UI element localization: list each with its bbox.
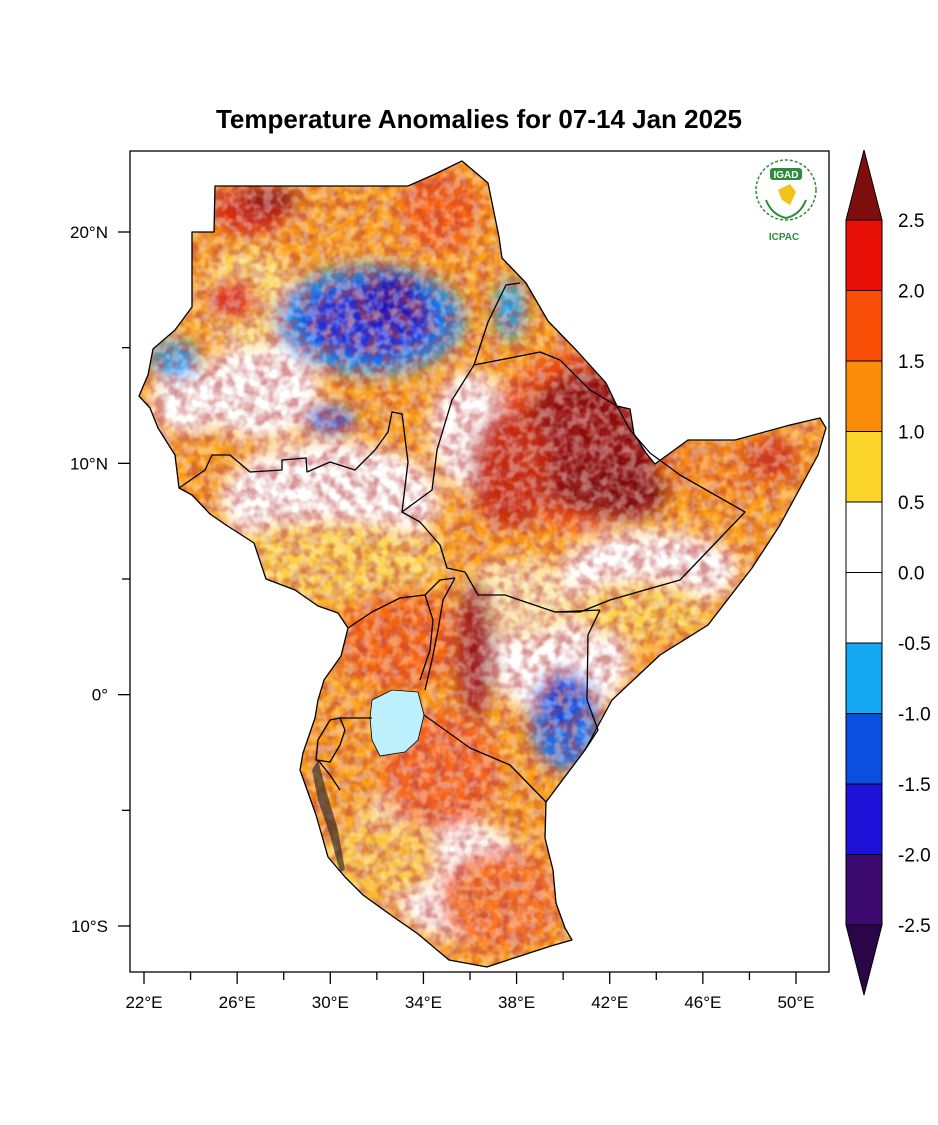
- axis-labels: 22°E 26°E 30°E 34°E 38°E 42°E 46°E 50°E 20°N 10°N…: [70, 223, 815, 1012]
- colorbar: 2.5 2.0 1.5 1.0 0.5 0.0 -0.5 -1.0 -1.5 -2.0 -2.5: [845, 149, 931, 996]
- colorbar-label: -1.0: [898, 705, 931, 726]
- colorbar-label: 2.5: [898, 211, 924, 232]
- x-tick-label: 50°E: [777, 993, 814, 1012]
- logo-bottom-text: ICPAC: [769, 232, 799, 243]
- colorbar-label: 1.0: [898, 423, 924, 444]
- colorbar-label: 0.0: [898, 564, 924, 585]
- x-tick-label: 42°E: [591, 993, 628, 1012]
- x-tick-label: 22°E: [125, 993, 162, 1012]
- colorbar-bin: [845, 431, 883, 503]
- axis-ticks: [118, 231, 797, 984]
- colorbar-bin: [845, 219, 883, 291]
- lake-victoria: [369, 689, 425, 757]
- colorbar-bin: [845, 572, 883, 644]
- colorbar-bottom-arrow: [845, 924, 883, 996]
- x-tick-label: 34°E: [405, 993, 442, 1012]
- colorbar-bin: [845, 642, 883, 714]
- colorbar-bin: [845, 501, 883, 573]
- colorbar-bin: [845, 713, 883, 785]
- colorbar-label: 1.5: [898, 352, 924, 373]
- x-tick-label: 26°E: [219, 993, 256, 1012]
- y-tick-label: 10°S: [71, 917, 108, 936]
- igad-icpac-logo: IGAD ICPAC: [755, 159, 817, 243]
- colorbar-bin: [845, 360, 883, 432]
- x-tick-label: 46°E: [684, 993, 721, 1012]
- x-tick-label: 38°E: [498, 993, 535, 1012]
- igad-icpac-laurel-logo-icon: [755, 159, 817, 221]
- colorbar-label: -2.5: [898, 916, 931, 937]
- logo-top-text: IGAD: [774, 170, 799, 181]
- colorbar-bin: [845, 854, 883, 926]
- country-boundaries: [138, 160, 827, 968]
- x-tick-label: 30°E: [312, 993, 349, 1012]
- colorbar-label: 0.5: [898, 493, 924, 514]
- y-tick-label: 10°N: [70, 454, 108, 473]
- colorbar-bin: [845, 783, 883, 855]
- colorbar-top-arrow: [845, 149, 883, 221]
- colorbar-label: -2.0: [898, 846, 931, 867]
- y-tick-label: 0°: [92, 686, 108, 705]
- colorbar-label: -0.5: [898, 634, 931, 655]
- colorbar-label: -1.5: [898, 775, 931, 796]
- y-tick-label: 20°N: [70, 223, 108, 242]
- colorbar-label: 2.0: [898, 282, 924, 303]
- lake-tanganyika: [312, 760, 345, 872]
- colorbar-bin: [845, 290, 883, 362]
- map-title: Temperature Anomalies for 07-14 Jan 2025: [215, 104, 742, 134]
